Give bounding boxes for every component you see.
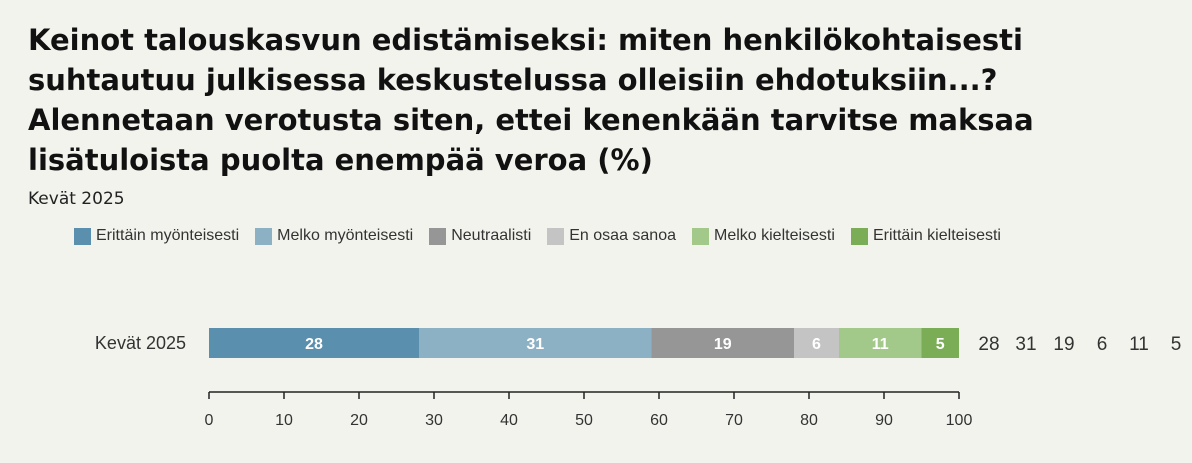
bar-segment [419, 328, 652, 358]
x-tick-label: 90 [875, 412, 893, 429]
legend-swatch [74, 227, 91, 245]
bar-data-label: 19 [714, 336, 732, 353]
x-tick-label: 50 [575, 412, 593, 429]
legend-item: Erittäin myönteisesti [74, 227, 239, 245]
legend-label: En osaa sanoa [569, 227, 676, 244]
bar-data-label: 5 [936, 336, 945, 353]
legend-label: Neutraalisti [451, 227, 532, 244]
chart-title: Keinot talouskasvun edistämiseksi: miten… [28, 23, 1034, 177]
bar-data-label: 11 [872, 336, 889, 353]
bar-segment [921, 328, 959, 358]
legend-label: Erittäin myönteisesti [96, 227, 240, 244]
x-tick-label: 100 [946, 412, 973, 429]
category-label: Kevät 2025 [95, 333, 186, 353]
side-value: 31 [1015, 334, 1036, 355]
side-value: 19 [1053, 334, 1074, 355]
legend-label: Melko myönteisesti [277, 227, 414, 244]
x-tick-label: 30 [425, 412, 443, 429]
legend: Erittäin myönteisesti Melko myönteisesti N… [74, 226, 1017, 246]
x-tick-label: 80 [800, 412, 818, 429]
bar-data-label: 28 [305, 336, 323, 353]
bar-data-label: 6 [812, 336, 821, 353]
legend-swatch [255, 227, 273, 245]
legend-swatch [429, 227, 447, 245]
legend-label: Melko kielteisesti [714, 227, 835, 244]
side-value: 11 [1129, 334, 1149, 355]
legend-item: Erittäin kielteisesti [850, 227, 1001, 245]
legend-swatch [850, 227, 868, 245]
bar-segment [651, 328, 794, 358]
side-value: 5 [1171, 334, 1182, 355]
bar-segment [209, 328, 419, 358]
bar-segment [794, 328, 839, 358]
side-value: 6 [1097, 334, 1108, 355]
legend-label: Erittäin kielteisesti [872, 227, 1001, 244]
legend-item: Melko myönteisesti [255, 227, 413, 245]
x-tick-label: 40 [500, 412, 518, 429]
x-tick-label: 60 [650, 412, 668, 429]
legend-item: Melko kielteisesti [692, 227, 835, 245]
legend-item: Neutraalisti [429, 227, 531, 245]
legend-swatch [547, 227, 565, 245]
x-tick-label: 70 [725, 412, 743, 429]
bar-data-label: 31 [526, 336, 544, 353]
bar-segment [839, 328, 922, 358]
x-tick-label: 10 [275, 412, 293, 429]
x-tick-label: 0 [205, 412, 214, 429]
chart-subtitle: Kevät 2025 [28, 189, 125, 209]
legend-swatch [692, 227, 709, 245]
x-tick-label: 20 [350, 412, 368, 429]
side-value: 28 [978, 334, 999, 355]
legend-item: En osaa sanoa [547, 227, 676, 245]
